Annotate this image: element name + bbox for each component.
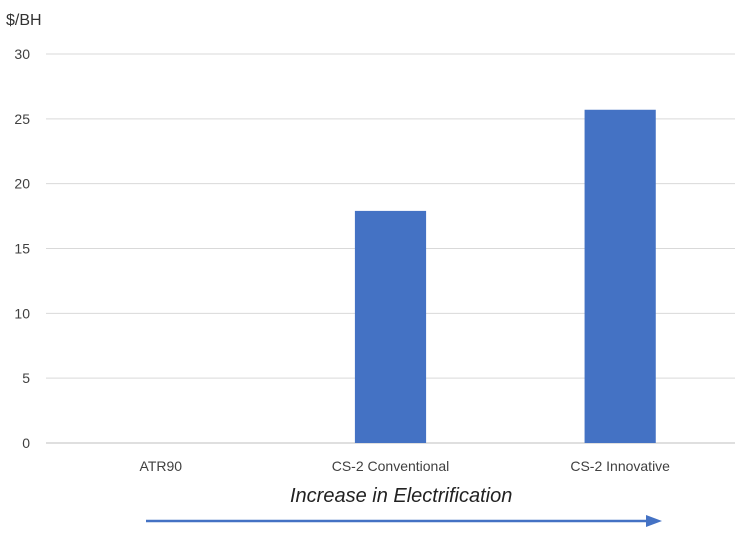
y-tick-label: 5 (22, 370, 30, 386)
arrow-head-icon (646, 515, 662, 527)
bars (354, 109, 656, 444)
electrification-arrow (146, 515, 662, 527)
y-axis-label: $/BH (6, 12, 42, 29)
y-tick-label: 10 (14, 305, 30, 321)
bar-cs-2-conventional (354, 210, 427, 443)
electrification-annotation: Increase in Electrification (290, 485, 513, 507)
x-tick-label: CS-2 Innovative (570, 458, 670, 474)
x-tick-label: ATR90 (140, 458, 183, 474)
y-tick-label: 15 (14, 241, 30, 257)
y-tick-label: 25 (14, 111, 30, 127)
tick-labels: 0 5 10 15 20 25 30 ATR90 CS-2 Conventional CS-2 I… (14, 46, 670, 474)
y-tick-label: 20 (14, 176, 30, 192)
y-tick-label: 30 (14, 46, 30, 62)
x-tick-label: CS-2 Conventional (332, 458, 450, 474)
y-tick-label: 0 (22, 435, 30, 451)
bar-cs-2-innovative (584, 109, 656, 444)
